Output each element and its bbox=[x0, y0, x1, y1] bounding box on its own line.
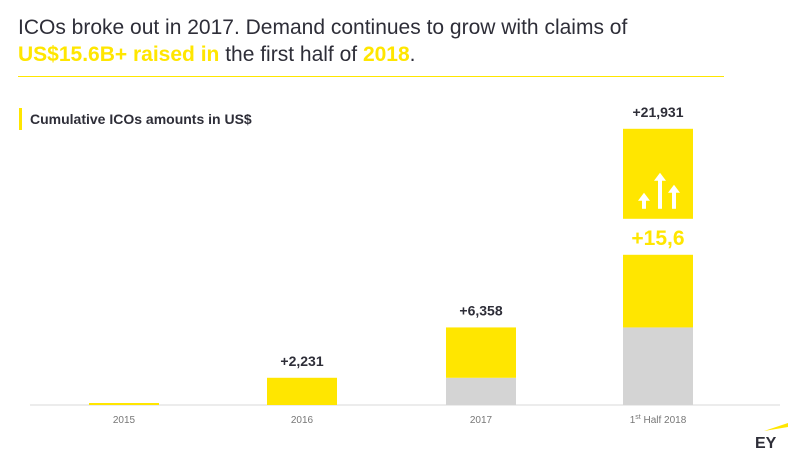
data-label-2: +6,358 bbox=[459, 302, 502, 318]
ey-logo: EY bbox=[755, 423, 788, 452]
bar-previous-2 bbox=[446, 377, 516, 405]
x-tick-label-0: 2015 bbox=[113, 415, 136, 426]
bar-added-0 bbox=[89, 403, 159, 405]
x-tick-label-2: 2017 bbox=[470, 415, 493, 426]
bar-added-1 bbox=[267, 377, 337, 405]
x-tick-label-1: 2016 bbox=[291, 415, 314, 426]
chart-title: Cumulative ICOs amounts in US$ bbox=[19, 108, 252, 130]
claim-label: +15,6 bbox=[631, 227, 684, 250]
headline-highlight: US$15.6B+ raised in bbox=[18, 43, 220, 66]
data-label-3: +21,931 bbox=[633, 104, 684, 120]
growth-arrow-shaft-0 bbox=[642, 198, 646, 209]
headline: ICOs broke out in 2017. Demand continues… bbox=[18, 14, 738, 68]
divider bbox=[18, 76, 724, 77]
headline-text: ICOs broke out in 2017. Demand continues… bbox=[18, 16, 628, 39]
bar-added-2 bbox=[446, 327, 516, 378]
ey-logo-text: EY bbox=[755, 435, 777, 452]
data-label-1: +2,231 bbox=[280, 353, 323, 369]
growth-arrow-icon-2 bbox=[668, 184, 680, 193]
growth-arrow-shaft-2 bbox=[672, 190, 676, 209]
headline-end: . bbox=[409, 43, 416, 66]
growth-arrow-icon-1 bbox=[654, 172, 666, 181]
headline-text-2: the first half of bbox=[219, 43, 363, 66]
ey-beam-logo-icon bbox=[764, 423, 788, 431]
bar-added-3 bbox=[623, 254, 693, 328]
headline-year: 2018 bbox=[362, 43, 410, 66]
growth-arrow-shaft-1 bbox=[658, 178, 662, 209]
bar-previous-3 bbox=[623, 327, 693, 405]
growth-arrow-icon-0 bbox=[638, 192, 650, 201]
x-tick-label-3: 1st Half 2018 bbox=[630, 414, 687, 426]
